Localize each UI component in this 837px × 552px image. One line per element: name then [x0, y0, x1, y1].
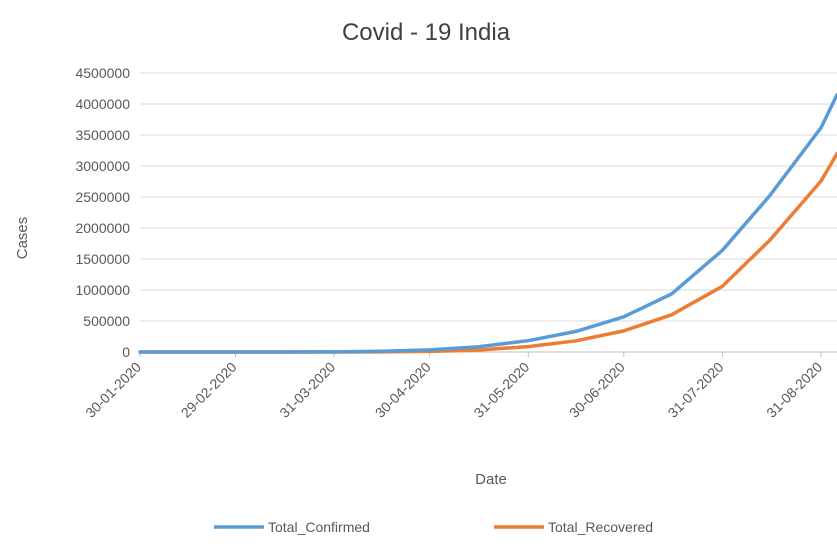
y-tick-label: 1500000	[75, 251, 130, 267]
x-tick-label: 31-05-2020	[470, 359, 532, 421]
series-lines	[138, 92, 837, 354]
y-tick-label: 3500000	[75, 127, 130, 143]
x-axis-ticks: 30-01-2020 29-02-2020 31-03-2020 30-04-2020…	[82, 352, 825, 421]
y-axis-ticks: 0 500000 1000000 1500000 2000000 2500000 30000…	[75, 65, 130, 360]
y-tick-label: 1000000	[75, 282, 130, 298]
gridlines	[140, 72, 837, 353]
x-tick-label: 31-08-2020	[763, 359, 825, 421]
legend: Total_Confirmed Total_Recovered	[214, 519, 653, 535]
x-tick-label: 30-04-2020	[372, 359, 434, 421]
x-tick-label: 29-02-2020	[178, 359, 240, 421]
y-tick-label: 4000000	[75, 96, 130, 112]
x-tick-label: 31-07-2020	[665, 359, 727, 421]
legend-label: Total_Confirmed	[268, 519, 370, 535]
x-tick-label: 31-03-2020	[276, 359, 338, 421]
y-axis-label: Cases	[14, 217, 31, 260]
x-tick-label: 30-01-2020	[82, 359, 144, 421]
y-tick-label: 2000000	[75, 220, 130, 236]
x-tick-label: 30-06-2020	[566, 359, 628, 421]
y-tick-label: 3000000	[75, 158, 130, 174]
y-tick-label: 4500000	[75, 65, 130, 81]
y-tick-label: 0	[122, 344, 130, 360]
series-line-total-confirmed	[138, 92, 837, 354]
chart-title: Covid - 19 India	[342, 19, 511, 46]
y-tick-label: 500000	[83, 313, 130, 329]
x-axis-label: Date	[475, 471, 507, 488]
legend-label: Total_Recovered	[548, 519, 653, 535]
y-tick-label: 2500000	[75, 189, 130, 205]
series-line-total-recovered	[138, 151, 837, 354]
